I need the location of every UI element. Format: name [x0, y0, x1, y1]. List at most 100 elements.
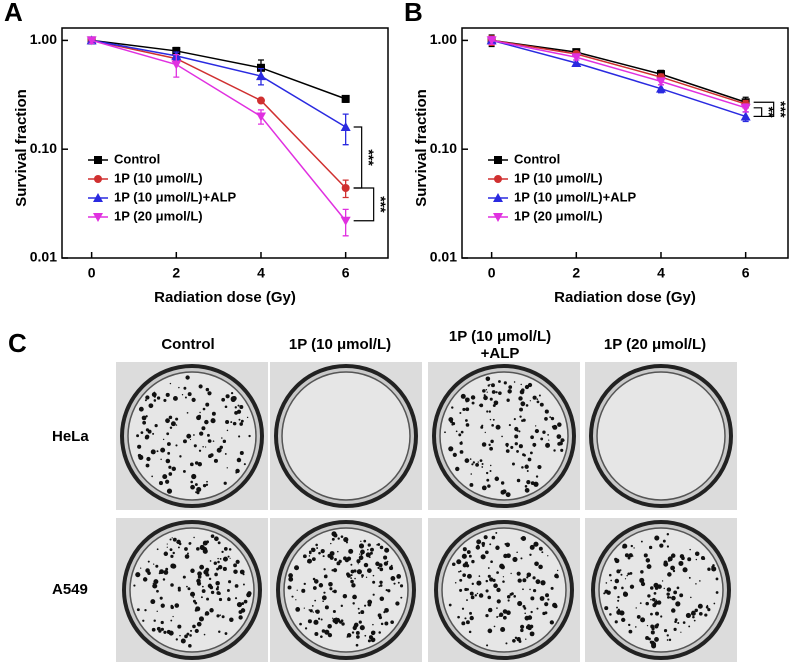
significance-bracket — [353, 126, 363, 189]
colony — [366, 568, 372, 573]
colony — [217, 560, 220, 564]
dish-inner — [281, 371, 411, 501]
colony — [682, 567, 688, 573]
colony — [356, 559, 361, 564]
colony — [229, 617, 234, 623]
colony — [495, 424, 501, 430]
colony — [162, 578, 166, 581]
colony — [332, 609, 336, 613]
colony — [230, 396, 236, 402]
colony — [487, 628, 493, 634]
colony — [715, 591, 719, 594]
colony — [215, 587, 219, 591]
colony — [230, 391, 234, 395]
column-header: 1P (20 μmol/L) — [603, 336, 707, 353]
marker — [493, 193, 503, 202]
colony — [156, 610, 158, 613]
colony — [695, 583, 697, 585]
colony — [538, 546, 543, 551]
colony — [234, 597, 238, 600]
colony — [493, 400, 499, 406]
colony — [350, 577, 353, 579]
colony — [629, 584, 635, 589]
colony — [550, 416, 555, 421]
colony — [547, 598, 550, 601]
dish-photo — [585, 518, 737, 662]
colony — [525, 404, 529, 407]
colony — [165, 479, 170, 484]
colony — [627, 572, 630, 576]
colony — [312, 611, 314, 613]
colony — [616, 609, 622, 615]
colony — [320, 548, 325, 554]
colony — [170, 619, 173, 622]
colony — [189, 438, 192, 441]
colony — [184, 634, 188, 639]
colony — [617, 599, 620, 602]
colony — [226, 429, 229, 432]
colony — [506, 398, 510, 402]
panel-label: A — [4, 0, 23, 27]
colony — [367, 639, 371, 643]
colony — [177, 588, 181, 592]
colony — [221, 550, 224, 553]
colony — [309, 609, 313, 613]
colony — [238, 615, 243, 620]
colony — [690, 596, 692, 599]
colony — [223, 547, 228, 551]
colony — [662, 539, 666, 543]
colony — [614, 620, 618, 624]
colony — [189, 462, 194, 467]
colony — [172, 396, 178, 401]
colony — [485, 614, 489, 618]
dish-photo — [116, 362, 268, 510]
colony — [655, 611, 660, 616]
colony — [467, 573, 472, 579]
colony — [140, 567, 142, 569]
colony — [605, 582, 608, 584]
colony — [181, 394, 184, 396]
colony — [475, 462, 479, 467]
colony — [331, 537, 335, 541]
colony — [369, 556, 371, 559]
colony — [378, 563, 383, 568]
series-line — [91, 39, 347, 128]
x-tick-label: 0 — [488, 265, 496, 281]
colony — [510, 445, 514, 449]
series-line — [491, 39, 746, 103]
colony — [529, 631, 535, 637]
colony — [207, 391, 212, 396]
colony — [383, 555, 388, 560]
dish-photo — [116, 518, 268, 662]
colony — [380, 622, 384, 626]
colony — [654, 624, 659, 629]
colony — [456, 559, 462, 565]
y-tick-label: 1.00 — [430, 31, 457, 47]
colony — [150, 599, 156, 605]
colony — [196, 415, 201, 421]
colony — [352, 602, 355, 605]
colony — [494, 476, 500, 482]
colony — [692, 615, 695, 619]
colony — [536, 607, 539, 610]
colony — [464, 458, 470, 463]
colony — [210, 534, 215, 538]
marker — [256, 96, 265, 105]
dish-photo — [585, 362, 737, 510]
colony — [501, 435, 503, 438]
colony — [460, 393, 466, 399]
marker — [340, 121, 351, 131]
colony — [481, 442, 487, 447]
colony — [327, 553, 332, 558]
colony — [396, 574, 402, 579]
colony — [487, 384, 490, 387]
colony — [693, 611, 696, 614]
colony — [151, 627, 156, 632]
colony — [620, 573, 623, 576]
colony — [176, 539, 181, 545]
colony — [523, 453, 526, 457]
colony — [342, 593, 348, 599]
colony — [535, 579, 541, 585]
colony — [468, 554, 472, 558]
